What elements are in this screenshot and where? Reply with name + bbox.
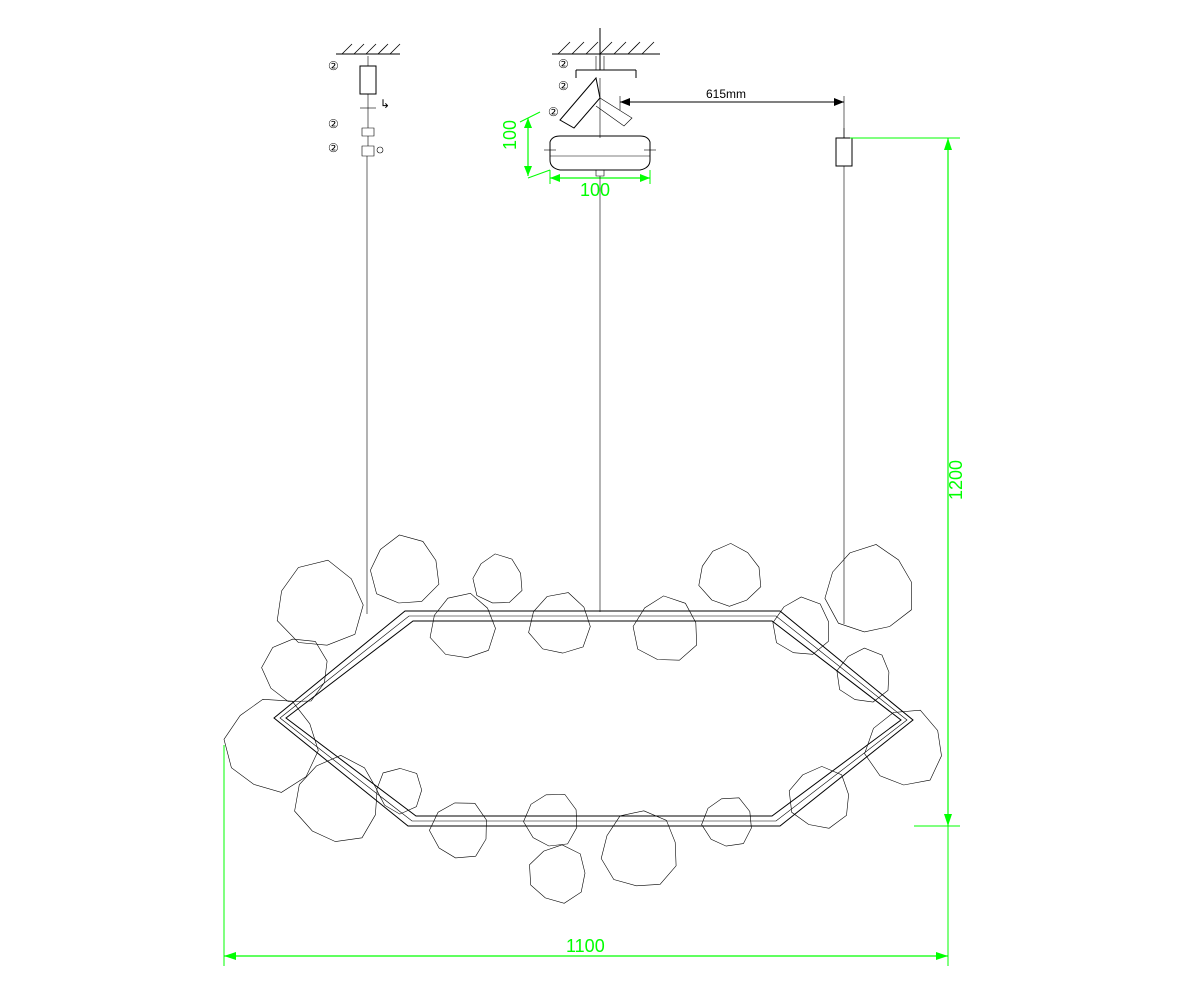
dim-canopy-height: 100 <box>500 112 550 178</box>
callout-b: ② <box>558 79 569 93</box>
callout-l2: ② <box>328 117 339 131</box>
orb <box>633 596 697 660</box>
orb <box>699 543 761 606</box>
orb <box>224 699 318 792</box>
orb <box>430 593 495 657</box>
dim-canopy-height-label: 100 <box>500 120 520 150</box>
dim-width-label: 1100 <box>566 936 605 956</box>
orb <box>865 710 942 785</box>
technical-drawing: ② ② ② 100 100 <box>0 0 1200 1000</box>
callout-l1b: ↳ <box>380 97 390 111</box>
orb <box>702 798 752 846</box>
callout-l3: ② <box>328 141 339 155</box>
orb <box>429 803 486 858</box>
dim-height-label: 1200 <box>946 460 966 500</box>
orb <box>370 535 439 603</box>
dim-arm-length: 615mm <box>620 87 844 138</box>
orb <box>277 560 363 645</box>
dim-arm-label: 615mm <box>706 87 746 101</box>
orb <box>524 795 577 847</box>
orb <box>825 545 912 632</box>
orb <box>789 766 848 828</box>
orb <box>262 639 328 701</box>
ceiling-center: ② ② ② <box>548 28 660 138</box>
right-anchor-box <box>836 128 852 166</box>
orb <box>530 845 586 904</box>
ceiling-left: ② ↳ ② ② <box>328 44 400 156</box>
callout-c: ② <box>548 105 559 119</box>
callout-l1: ② <box>328 59 339 73</box>
orb <box>529 593 591 654</box>
orb <box>773 597 829 654</box>
dim-overall-height: 1200 <box>850 138 966 826</box>
orb <box>601 811 676 886</box>
ring <box>274 611 913 826</box>
glass-orbs <box>224 535 942 903</box>
dim-canopy-width-label: 100 <box>580 180 610 200</box>
orb <box>473 554 522 603</box>
callout-a: ② <box>558 57 569 71</box>
canopy <box>544 136 656 176</box>
